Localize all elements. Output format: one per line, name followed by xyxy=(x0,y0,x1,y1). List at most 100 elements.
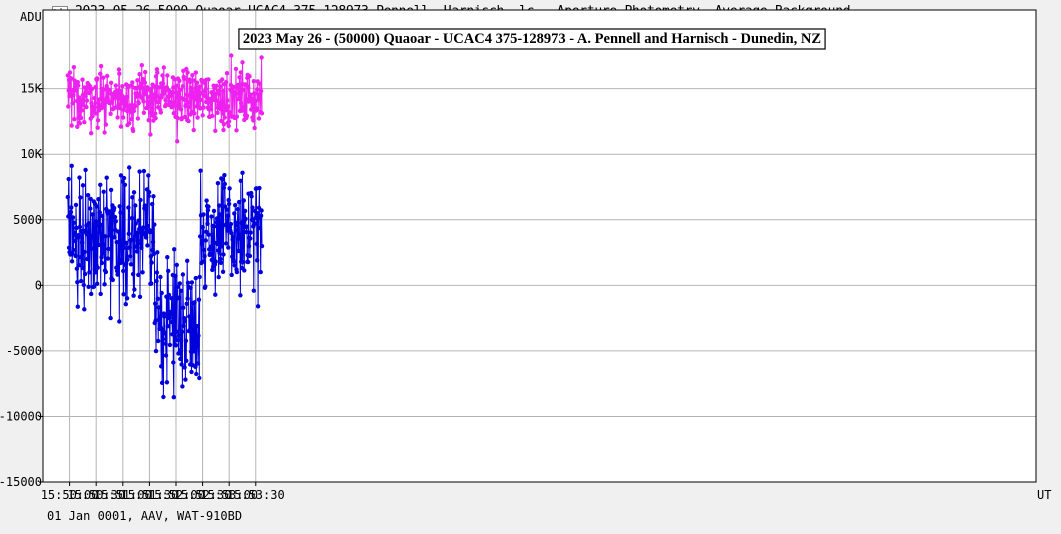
data-point xyxy=(153,301,158,306)
data-point xyxy=(220,77,225,82)
x-tick-label: 15:51:30 xyxy=(120,488,178,502)
data-point xyxy=(104,175,109,180)
data-point xyxy=(240,87,246,93)
data-point xyxy=(142,203,147,208)
data-point xyxy=(211,208,217,214)
data-point xyxy=(139,82,144,87)
data-point xyxy=(118,173,124,178)
data-point xyxy=(258,213,264,218)
data-point xyxy=(234,128,239,133)
data-point xyxy=(214,220,219,225)
data-point xyxy=(80,183,86,188)
data-point xyxy=(181,323,186,329)
data-point xyxy=(74,88,79,93)
data-point xyxy=(153,74,159,79)
data-point xyxy=(88,196,93,202)
data-point xyxy=(220,225,225,231)
data-point xyxy=(133,221,138,226)
data-point xyxy=(155,296,160,301)
data-point xyxy=(82,249,87,255)
data-point xyxy=(236,199,242,205)
data-point xyxy=(92,95,97,101)
data-point xyxy=(66,214,71,219)
data-point xyxy=(176,333,182,338)
data-point xyxy=(87,270,92,275)
data-point xyxy=(223,241,229,246)
data-point xyxy=(234,114,240,119)
data-point xyxy=(67,70,73,75)
data-point xyxy=(133,203,138,208)
data-point xyxy=(177,78,182,84)
data-point xyxy=(172,100,177,105)
data-point xyxy=(79,108,85,113)
data-point xyxy=(149,86,154,92)
data-point xyxy=(237,75,242,80)
data-point xyxy=(120,179,125,184)
data-point xyxy=(165,255,170,260)
data-point xyxy=(221,252,226,257)
data-point xyxy=(226,245,231,250)
y-tick-label: 5000 xyxy=(13,213,42,227)
data-point xyxy=(222,173,227,178)
data-point xyxy=(246,84,251,90)
data-point xyxy=(82,271,88,277)
data-point xyxy=(121,115,126,120)
data-point xyxy=(250,102,256,108)
data-point xyxy=(173,343,179,348)
data-point xyxy=(233,203,238,208)
data-point xyxy=(226,197,231,203)
data-point xyxy=(144,228,149,233)
data-point xyxy=(248,230,253,235)
data-point xyxy=(155,250,160,255)
data-point xyxy=(66,176,71,182)
data-point xyxy=(233,92,238,97)
data-point xyxy=(114,88,119,93)
data-point xyxy=(148,254,154,259)
data-point xyxy=(174,83,179,88)
data-point xyxy=(121,268,126,274)
data-point xyxy=(259,55,264,60)
data-point xyxy=(170,332,175,337)
x-tick-label: 15:50:30 xyxy=(67,488,125,502)
data-point xyxy=(237,232,243,238)
data-point xyxy=(99,255,104,260)
data-point xyxy=(171,111,176,116)
data-point xyxy=(157,321,163,326)
data-point xyxy=(193,275,198,281)
data-point xyxy=(227,110,233,115)
data-point xyxy=(182,97,187,103)
data-point xyxy=(167,342,173,348)
data-point xyxy=(93,270,98,275)
data-point xyxy=(182,114,188,120)
data-point xyxy=(82,120,87,125)
data-point xyxy=(177,295,182,300)
data-point xyxy=(84,98,90,103)
data-point xyxy=(160,73,165,78)
data-point xyxy=(160,81,166,86)
data-point xyxy=(101,251,106,256)
x-tick-label: 15:53:00 xyxy=(200,488,258,502)
data-point xyxy=(254,241,259,247)
data-point xyxy=(226,201,232,207)
data-point xyxy=(178,107,184,112)
data-point xyxy=(218,256,223,262)
data-point xyxy=(146,118,151,123)
data-point xyxy=(69,259,75,264)
data-point xyxy=(213,292,218,297)
data-point xyxy=(162,331,168,336)
data-point xyxy=(130,271,136,277)
data-point xyxy=(203,238,208,243)
data-point xyxy=(189,369,194,375)
data-point xyxy=(255,304,261,309)
data-point xyxy=(95,281,100,286)
data-point xyxy=(257,81,262,86)
data-point xyxy=(70,251,75,256)
data-point xyxy=(215,110,220,116)
data-point xyxy=(124,108,130,114)
data-point xyxy=(171,360,176,365)
data-point xyxy=(254,106,259,111)
data-point xyxy=(215,181,221,186)
data-point xyxy=(194,324,200,329)
data-point xyxy=(137,169,142,174)
